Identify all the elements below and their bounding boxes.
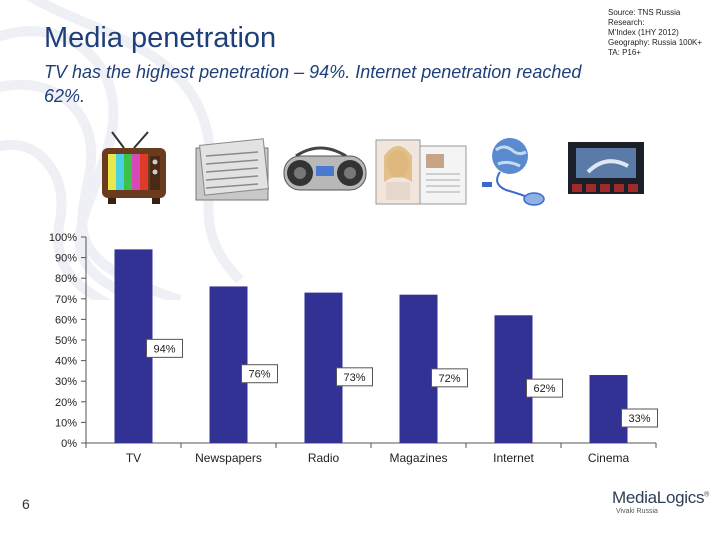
logo-trademark: ®	[704, 491, 710, 499]
data-label: 72%	[438, 373, 460, 385]
x-category-label: Internet	[493, 451, 534, 465]
cinema-icon	[568, 142, 644, 194]
y-tick-label: 80%	[55, 273, 77, 285]
y-tick-label: 60%	[55, 314, 77, 326]
data-label-box	[146, 338, 183, 358]
y-tick-label: 70%	[55, 294, 77, 306]
source-line: Research:	[608, 18, 645, 27]
page-subtitle: TV has the highest penetration – 94%. In…	[44, 62, 582, 106]
source-line: M'Index (1HY 2012)	[608, 28, 679, 37]
data-label: 62%	[533, 383, 555, 395]
data-label-box	[431, 368, 468, 388]
y-tick-label: 40%	[55, 356, 77, 368]
data-label-box	[336, 367, 373, 387]
page-title: Media penetration	[44, 22, 277, 54]
x-category-label: Magazines	[389, 451, 447, 465]
newspapers-icon	[195, 138, 269, 201]
media-icons-row	[102, 131, 644, 206]
data-label: 76%	[248, 369, 270, 381]
data-label: 94%	[153, 343, 175, 355]
internet-icon	[482, 138, 545, 206]
source-note: Source: TNS Russia Research: M'Index (1H…	[608, 8, 716, 58]
medialogics-logo: MediaLogics® Vivaki Russia	[612, 488, 712, 520]
magazines-icon	[375, 139, 467, 205]
data-label-box	[241, 364, 278, 384]
logo-wordmark: MediaLogics®	[612, 488, 712, 508]
y-tick-label: 90%	[55, 253, 77, 265]
x-category-label: Cinema	[588, 451, 630, 465]
logo-subtitle: Vivaki Russia	[616, 508, 658, 515]
source-line: TA: P16+	[608, 48, 641, 57]
y-tick-label: 20%	[55, 397, 77, 409]
data-label: 73%	[343, 372, 365, 384]
penetration-bar-chart: 0% 10% 20% 30% 40% 50% 60% 70% 80% 90% 100% TV 94% Ne…	[49, 232, 658, 465]
radio-icon	[283, 146, 367, 191]
y-tick-label: 10%	[55, 417, 77, 429]
y-tick-label: 50%	[55, 335, 77, 347]
logo-main-text: MediaLogics	[612, 488, 705, 507]
data-label-box	[621, 408, 658, 428]
y-tick-label: 0%	[61, 438, 77, 450]
source-line: Geography: Russia 100K+	[608, 38, 703, 47]
page-number: 6	[22, 496, 30, 512]
tv-icon	[102, 131, 166, 204]
data-label-box	[526, 378, 563, 398]
y-tick-label: 30%	[55, 376, 77, 388]
y-tick-label: 100%	[49, 232, 77, 244]
x-category-label: Newspapers	[195, 451, 262, 465]
source-line: Source: TNS Russia	[608, 8, 681, 17]
x-category-label: Radio	[308, 451, 340, 465]
x-category-label: TV	[126, 451, 141, 465]
data-label: 33%	[628, 413, 650, 425]
